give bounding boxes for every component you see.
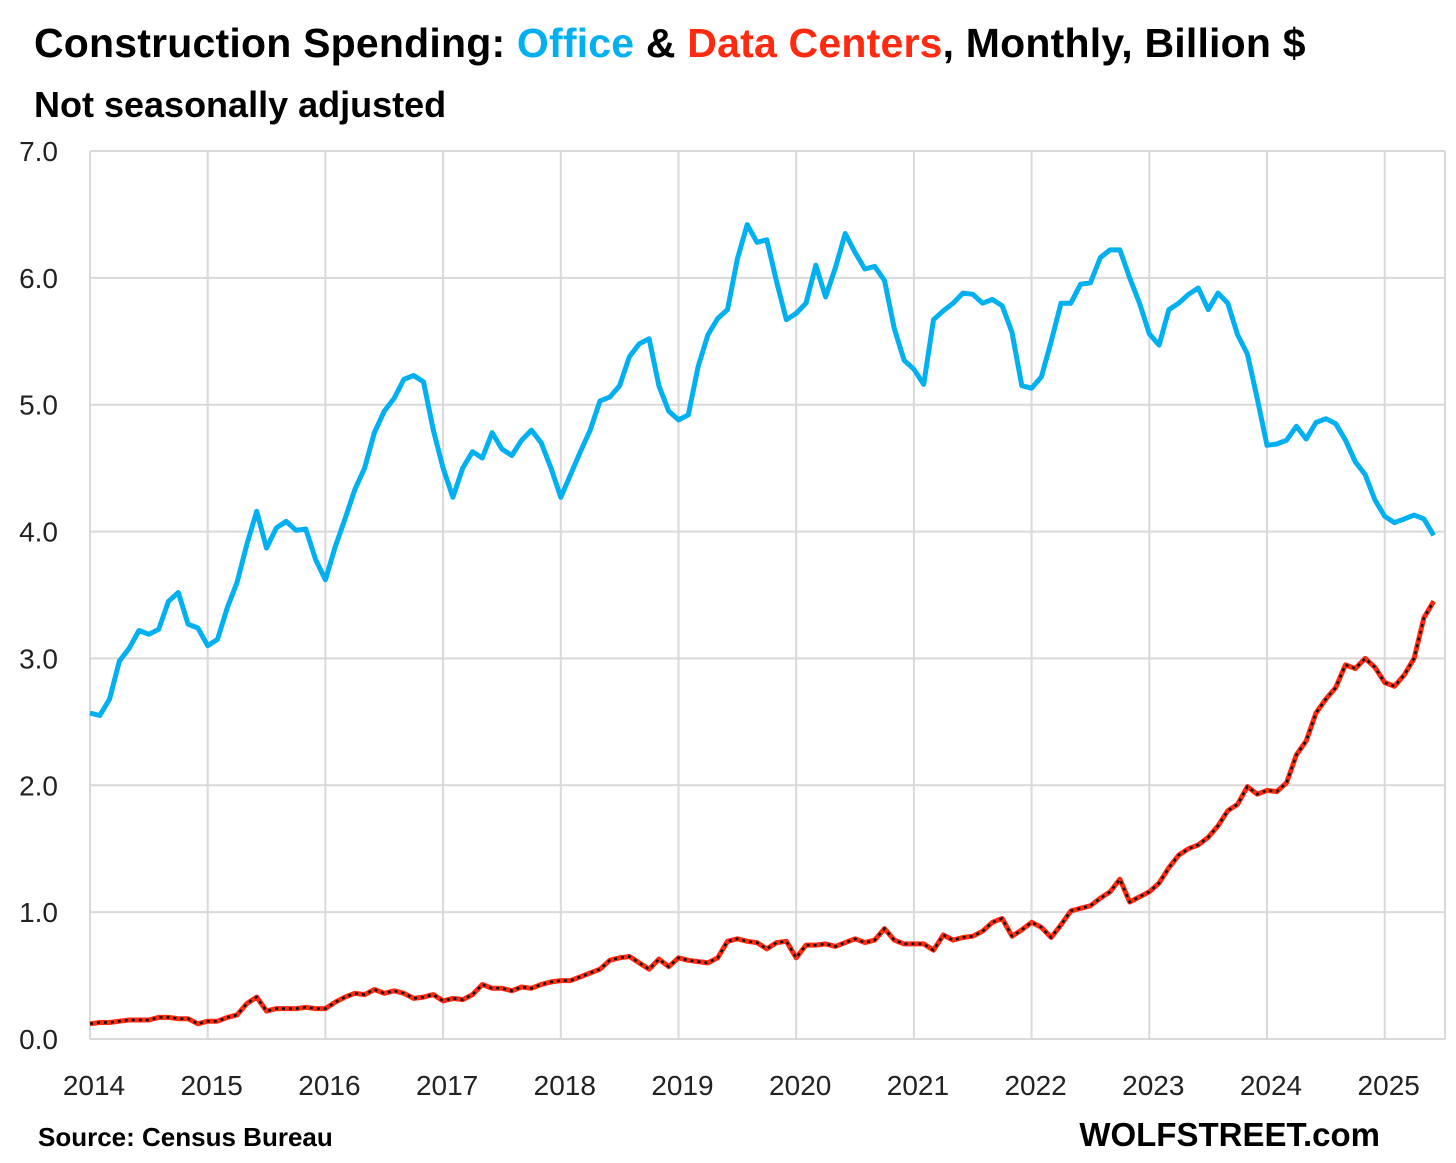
x-tick-label: 2017 <box>416 1070 478 1101</box>
x-tick-label: 2021 <box>887 1070 949 1101</box>
x-tick-label: 2018 <box>534 1070 596 1101</box>
x-tick-label: 2024 <box>1240 1070 1302 1101</box>
title-amp: & <box>634 20 688 66</box>
x-tick-label: 2020 <box>769 1070 831 1101</box>
grid <box>89 150 1446 1040</box>
y-tick-label: 2.0 <box>19 770 58 801</box>
y-tick-label: 6.0 <box>19 263 58 294</box>
series-line-data-centers <box>89 600 1436 1027</box>
series-line-data-centers-dots <box>89 600 1435 1026</box>
y-tick-label: 4.0 <box>19 517 58 548</box>
chart-title: Construction Spending: Office & Data Cen… <box>34 20 1306 67</box>
title-suffix: , Monthly, Billion $ <box>942 20 1306 66</box>
x-tick-label: 2023 <box>1122 1070 1184 1101</box>
x-tick-label: 2016 <box>298 1070 360 1101</box>
title-office: Office <box>516 20 635 66</box>
source-note: Source: Census Bureau <box>38 1122 333 1152</box>
title-prefix: Construction Spending: <box>34 20 517 66</box>
y-tick-label: 5.0 <box>19 390 58 421</box>
x-tick-label: 2014 <box>63 1070 125 1101</box>
y-tick-label: 1.0 <box>19 897 58 928</box>
y-tick-label: 0.0 <box>19 1024 58 1055</box>
series-lines <box>89 222 1436 1027</box>
y-axis-ticks: 0.0 1.0 2.0 3.0 4.0 5.0 6.0 7.0 <box>19 136 58 1055</box>
x-tick-label: 2025 <box>1358 1070 1420 1101</box>
y-tick-label: 3.0 <box>19 643 58 674</box>
y-tick-label: 7.0 <box>19 136 58 167</box>
x-axis-ticks: 2014 2015 2016 2017 2018 2019 2020 2021 2022 2023… <box>63 1070 1420 1101</box>
x-tick-label: 2022 <box>1004 1070 1066 1101</box>
title-data-centers: Data Centers <box>687 20 943 66</box>
x-tick-label: 2019 <box>651 1070 713 1101</box>
series-line-office <box>89 222 1436 718</box>
brand-watermark: WOLFSTREET.com <box>1079 1116 1380 1153</box>
x-tick-label: 2015 <box>181 1070 243 1101</box>
chart-subtitle: Not seasonally adjusted <box>34 84 447 125</box>
